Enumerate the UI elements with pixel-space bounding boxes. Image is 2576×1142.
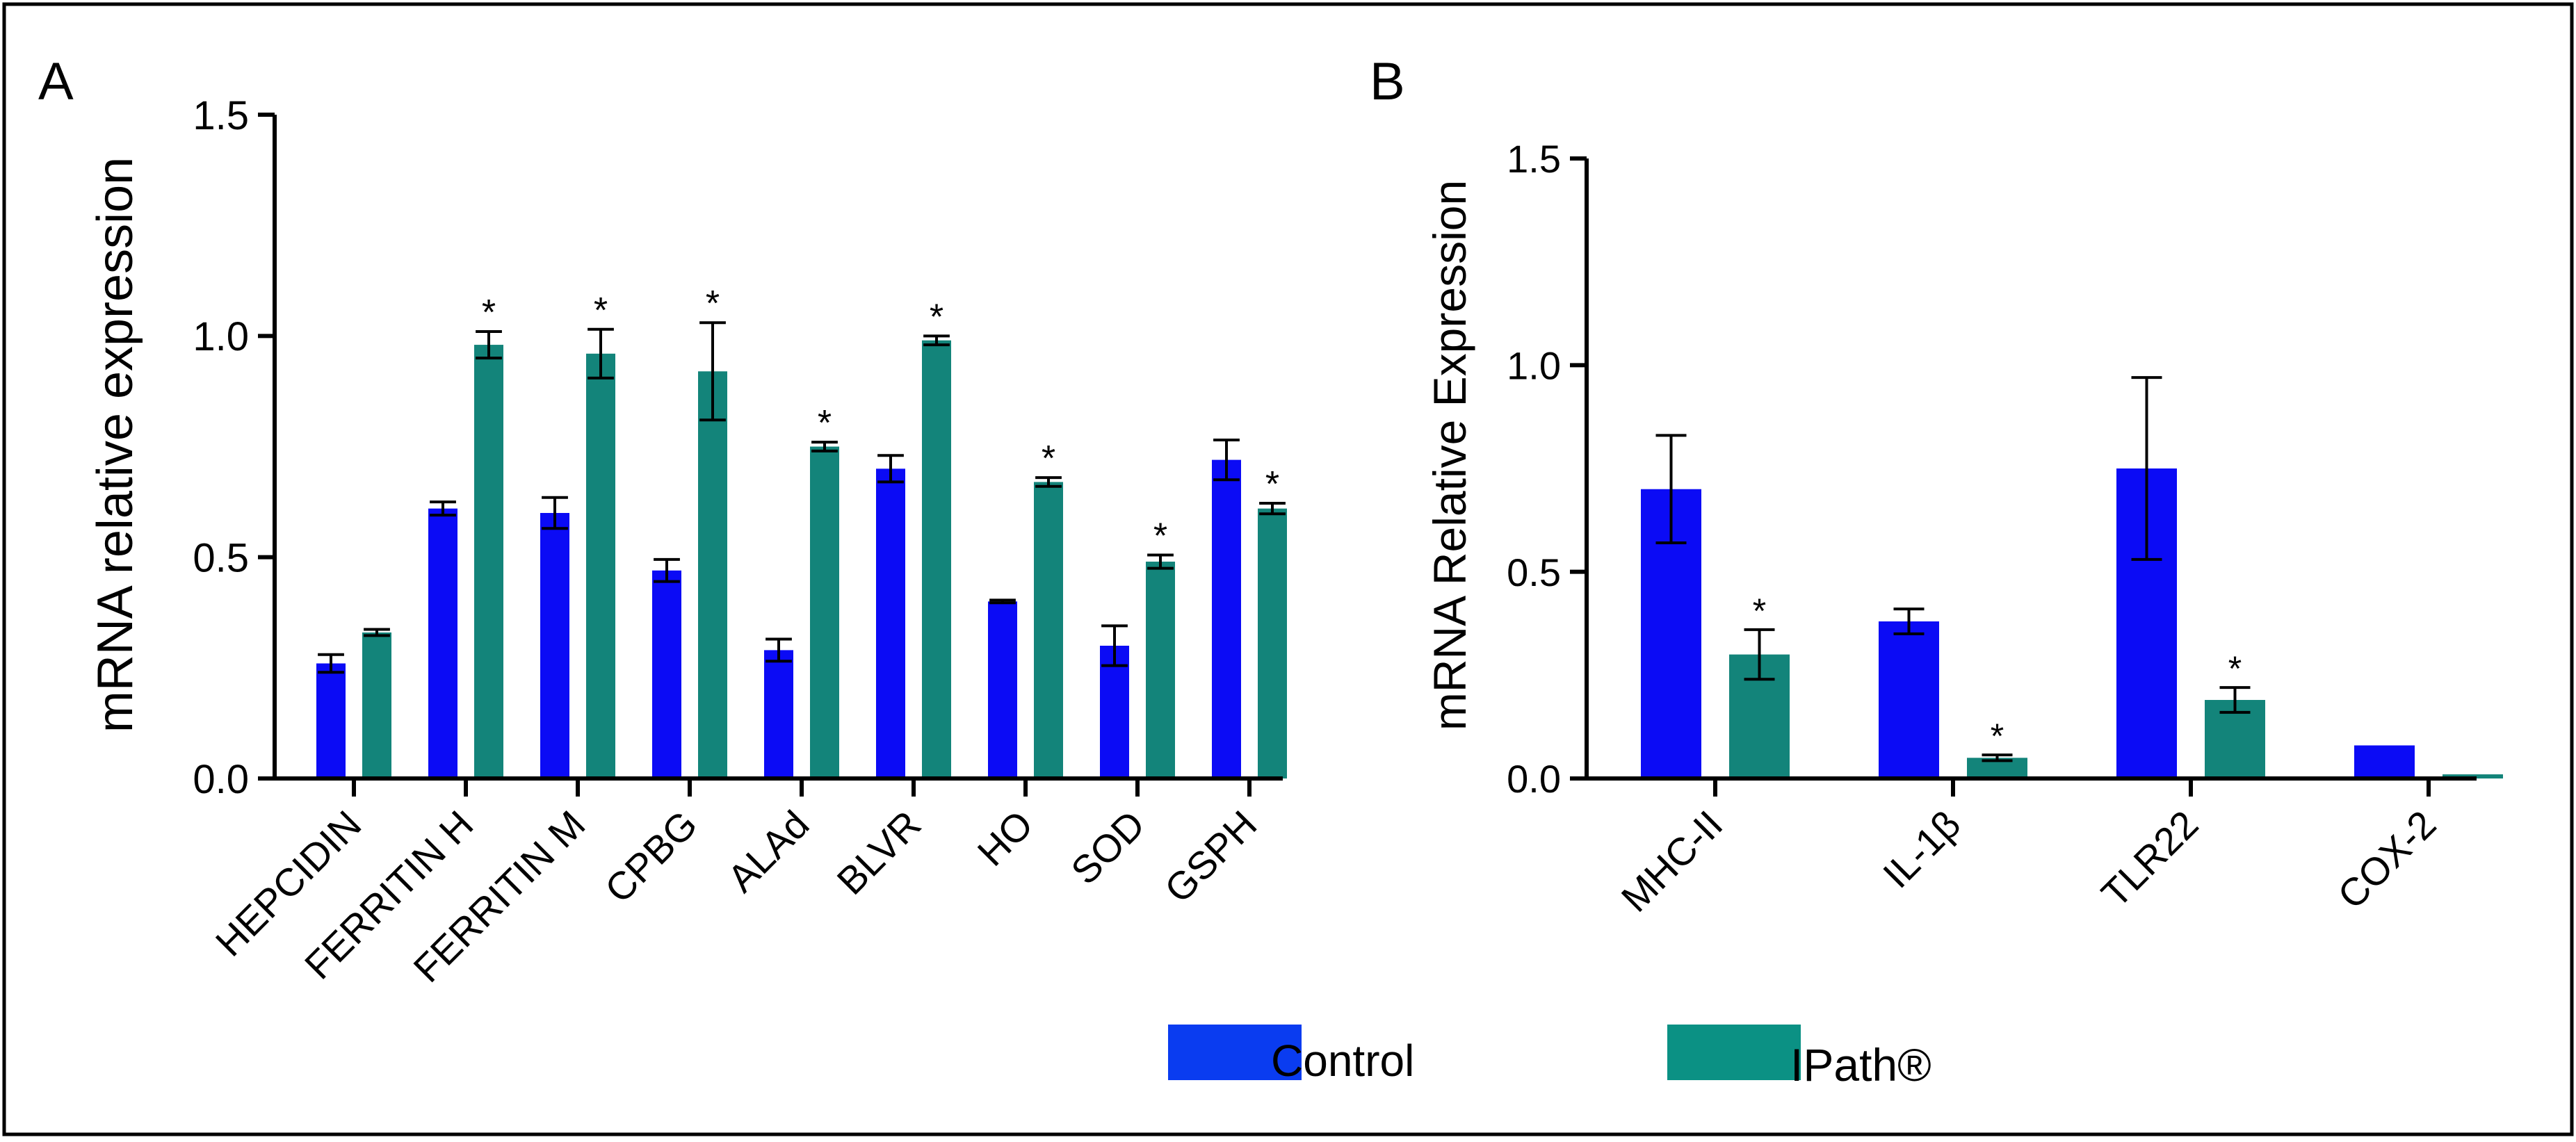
panel-a-label: A [38,52,74,111]
panel-b-y-tick-label: 0.0 [1507,757,1561,801]
panel-a-y-tick-labels: 0.0 0.5 1.0 1.5 [193,93,249,802]
panel-a-bar-control [1212,459,1241,778]
panel-a-bar-control [428,508,457,778]
panel-a-bar-control [1100,646,1129,778]
panel-a-bar-control [652,570,681,778]
panel-b-axes [1570,156,2477,797]
panel-a-bar-treatment [586,353,615,778]
panel-b-significance-marker: * [1753,592,1766,630]
panel-a-bar-control [316,663,346,778]
legend: Control IPath® [1168,1025,1931,1091]
panel-a-significance-marker: * [818,403,832,443]
panel-a-significance-marker: * [482,293,496,333]
panel-a-y-tick-label: 1.5 [193,93,249,138]
panel-b-bar-control [2354,745,2415,778]
panel-a-significance-marker: * [1042,439,1055,479]
legend-swatch-control [1168,1025,1302,1080]
panel-a-y-axis-label: mRNA relative expression [88,157,143,733]
panel-b-bars: * * * [1641,376,2503,778]
panel-a-significance-marker: * [930,297,943,337]
panel-b-y-tick-label: 1.0 [1507,343,1561,387]
panel-a-bar-control [540,513,569,778]
panel-a-y-tick-label: 0.5 [193,536,249,581]
panel-a-axes [258,113,1283,797]
panel-b-bar-control [1879,621,1939,778]
panel-a-bar-control [764,650,793,778]
panel-b-significance-marker: * [1991,717,2004,756]
legend-label-ipath: IPath® [1790,1039,1931,1091]
panel-a-bar-treatment [1034,482,1063,778]
panel-b-label: B [1370,52,1405,111]
panel-b-y-tick-label: 0.5 [1507,550,1561,594]
panel-a-bar-treatment [362,632,391,778]
panel-a-significance-marker: * [706,284,720,324]
panel-a-significance-marker: * [594,291,608,331]
panel-a-significance-marker: * [1153,516,1167,556]
panel-b-significance-marker: * [2228,649,2242,688]
panel-a-bar-control [876,468,905,778]
legend-swatch-ipath [1667,1025,1801,1080]
panel-a-significance-marker: * [1265,464,1279,505]
panel-b-y-axis-label: mRNA Relative Expression [1424,180,1475,731]
panel-a-y-tick-label: 0.0 [193,757,249,802]
panel-a-bar-control [988,601,1017,778]
panel-b-y-tick-label: 1.5 [1507,137,1561,181]
panel-a-bar-treatment [1146,562,1175,778]
panel-b-y-tick-labels: 0.0 0.5 1.0 1.5 [1507,137,1561,801]
panel-a-bar-treatment [810,446,839,778]
panel-a-bar-treatment [698,371,727,778]
panel-a-bar-treatment [474,345,503,779]
legend-label-control: Control [1271,1036,1414,1086]
panel-a-bar-treatment [1258,508,1287,778]
panel-a-y-tick-label: 1.0 [193,314,249,359]
panel-a-bars: * * * * * * * * [316,284,1287,779]
panel-a-bar-treatment [922,340,951,778]
